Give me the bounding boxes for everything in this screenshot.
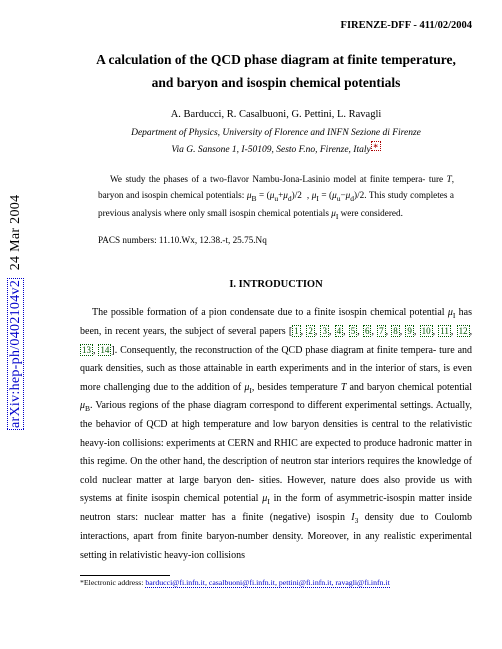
citation[interactable]: 1 (292, 325, 301, 337)
citation[interactable]: 14 (98, 344, 111, 356)
section-heading: I. INTRODUCTION (80, 279, 472, 290)
citation[interactable]: 13 (80, 344, 93, 356)
authors: A. Barducci, R. Casalbuoni, G. Pettini, … (80, 109, 472, 120)
pacs-numbers: PACS numbers: 11.10.Wx, 12.38.-t, 25.75.… (98, 235, 454, 245)
citation[interactable]: 7 (377, 325, 386, 337)
title-line-2: and baryon and isospin chemical potentia… (152, 75, 401, 90)
paper-title: A calculation of the QCD phase diagram a… (80, 49, 472, 95)
arxiv-stamp: arXiv:hep-ph/0402104v2 24 Mar 2004 (8, 195, 24, 430)
body-line: (negative) isospin (270, 512, 352, 523)
abstract-line: We study the phases of a two-flavor Namb… (110, 174, 425, 184)
body-line: . Various regions of the phase diagram c… (90, 400, 342, 411)
abstract-line: ture (429, 174, 447, 184)
body-line: and (346, 382, 364, 393)
report-number: FIRENZE-DFF - 411/02/2004 (80, 20, 472, 31)
footnote-rule (80, 575, 170, 576)
body-line: , besides temperature (252, 382, 341, 393)
title-line-1: A calculation of the QCD phase diagram a… (96, 52, 456, 67)
body-line: baryon chemical potential (367, 382, 472, 393)
citation[interactable]: 11 (438, 325, 451, 337)
footnote: *Electronic address: barducci@fi.infn.it… (80, 578, 472, 589)
citation[interactable]: 9 (405, 325, 414, 337)
citation[interactable]: 10 (420, 325, 433, 337)
affil-line-1: Department of Physics, University of Flo… (131, 128, 421, 138)
footnote-marker: ∗ (371, 141, 381, 151)
citation[interactable]: 6 (363, 325, 372, 337)
citation[interactable]: 4 (335, 325, 344, 337)
arxiv-date: 24 Mar 2004 (8, 195, 23, 271)
arxiv-id-link[interactable]: arXiv:hep-ph/0402104v2 (7, 278, 24, 430)
citation[interactable]: 2 (306, 325, 315, 337)
body-line: . Consequently, the reconstruction of th… (115, 345, 437, 356)
citation[interactable]: 3 (320, 325, 329, 337)
footnote-emails[interactable]: barducci@fi.infn.it, casalbuoni@fi.infn.… (145, 578, 389, 588)
citation[interactable]: 5 (349, 325, 358, 337)
footnote-label: *Electronic address: (80, 578, 145, 587)
citation[interactable]: 12 (457, 325, 470, 337)
citation[interactable]: 8 (391, 325, 400, 337)
abstract: We study the phases of a two-flavor Namb… (98, 172, 454, 223)
paper-page: FIRENZE-DFF - 411/02/2004 A calculation … (46, 0, 494, 599)
affil-line-2: Via G. Sansone 1, I-50109, Sesto F.no, F… (171, 145, 370, 155)
affiliation: Department of Physics, University of Flo… (80, 126, 472, 159)
abstract-line: were considered. (338, 208, 403, 218)
body-line: The possible formation of a pion condens… (92, 307, 448, 318)
body-paragraph: The possible formation of a pion condens… (80, 304, 472, 565)
